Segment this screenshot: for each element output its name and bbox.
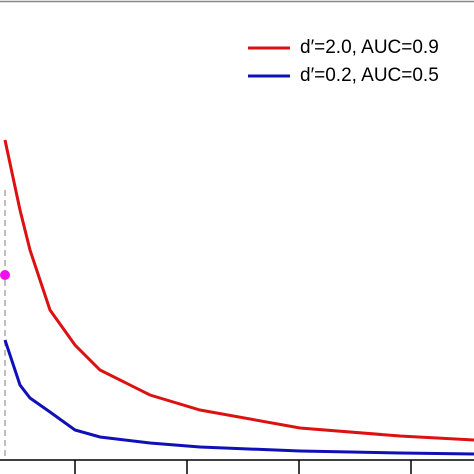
line-series — [3, 339, 474, 456]
legend-label: d′=2.0, AUC=0.9 — [300, 37, 439, 58]
reference-point — [0, 270, 10, 280]
legend-label: d′=0.2, AUC=0.5 — [300, 65, 439, 86]
line-series — [3, 139, 474, 442]
